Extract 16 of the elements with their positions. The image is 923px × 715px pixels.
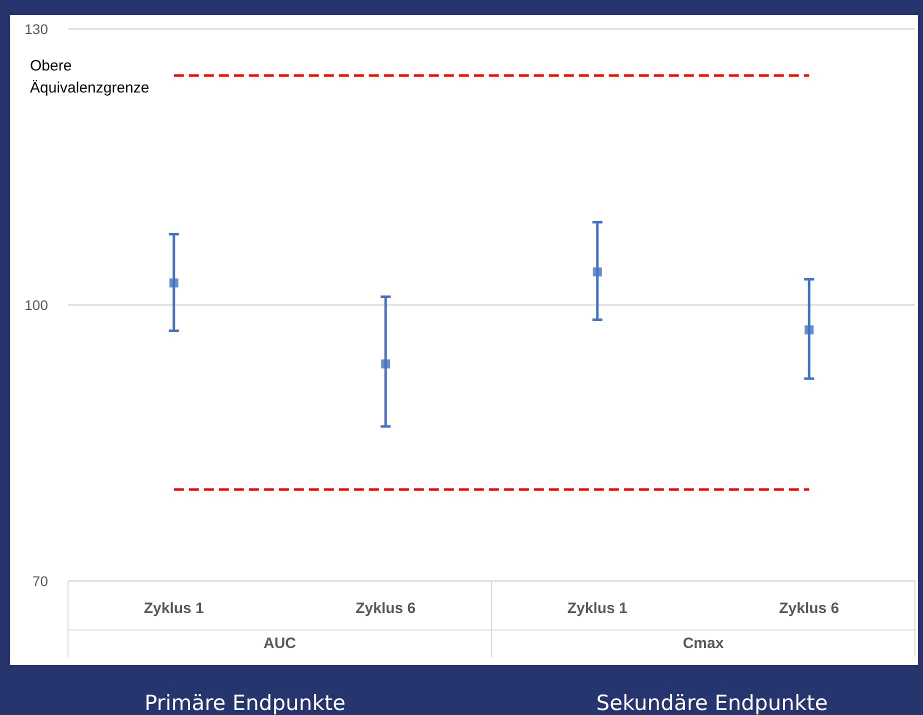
ref-line-label: Obere Äquivalenzgrenze — [30, 58, 150, 96]
x-tick-label: Zyklus 1 — [144, 600, 204, 617]
x-tick-label: Zyklus 6 — [779, 600, 840, 617]
x-tick-label: Zyklus 1 — [567, 600, 628, 617]
y-tick-label: 100 — [24, 297, 48, 313]
text: AUC — [264, 635, 296, 652]
x-tick-label: Zyklus 6 — [356, 600, 416, 617]
point — [169, 278, 178, 288]
text: Primäre Endpunkte — [144, 691, 346, 715]
y-tick-label: 130 — [24, 21, 48, 37]
text: Sekundäre Endpunkte — [596, 691, 828, 715]
text: Cmax — [682, 635, 724, 652]
point — [381, 359, 390, 368]
point — [804, 325, 814, 334]
point — [592, 267, 602, 276]
y-tick-label: 70 — [32, 573, 48, 589]
